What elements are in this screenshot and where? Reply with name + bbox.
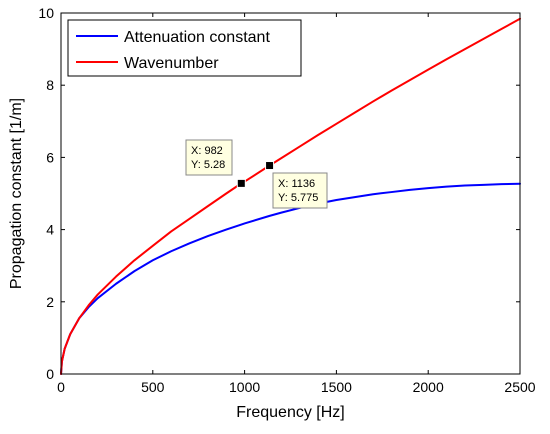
datatip-2-box xyxy=(272,172,328,209)
datatip-2-x-label: X: 1136 xyxy=(278,178,315,190)
y-tick-label: 4 xyxy=(46,222,54,238)
legend: Attenuation constant Wavenumber xyxy=(67,19,302,77)
y-tick-label: 10 xyxy=(38,5,54,21)
x-tick-label: 500 xyxy=(141,379,165,395)
y-tick-label: 2 xyxy=(46,294,54,310)
x-tick-label: 0 xyxy=(57,379,65,395)
datatip-2-marker xyxy=(265,161,275,171)
datatips-layer: X: 982 Y: 5.28 X: 1136 Y: 5.775 xyxy=(185,139,328,209)
x-tick-label: 1500 xyxy=(321,379,352,395)
y-tick-label: 8 xyxy=(46,77,54,93)
x-tick-label: 2000 xyxy=(413,379,444,395)
datatip-1-x-label: X: 982 xyxy=(191,145,223,157)
series-line-attenuation xyxy=(60,182,521,375)
ticks-layer: 0 500 1000 1500 2000 2500 0 2 4 6 8 10 xyxy=(38,5,535,395)
legend-label-attenuation: Attenuation constant xyxy=(124,29,270,46)
y-tick-label: 6 xyxy=(46,149,54,165)
y-tick-label: 0 xyxy=(46,366,54,382)
x-axis-label: Frequency [Hz] xyxy=(236,404,344,421)
datatip-2: X: 1136 Y: 5.775 xyxy=(272,172,328,209)
x-tick-label: 2500 xyxy=(504,379,535,395)
datatip-1-box xyxy=(185,139,233,176)
datatip-markers xyxy=(236,161,275,188)
datatip-1: X: 982 Y: 5.28 xyxy=(185,139,233,176)
plot-frame xyxy=(60,12,521,375)
x-tick-label: 1000 xyxy=(229,379,260,395)
legend-box xyxy=(67,19,302,77)
y-axis-label: Propagation constant [1/m] xyxy=(8,98,25,289)
datatip-1-marker xyxy=(236,178,246,188)
datatip-2-y-label: Y: 5.775 xyxy=(278,192,318,204)
datatip-1-y-label: Y: 5.28 xyxy=(191,159,225,171)
legend-label-wavenumber: Wavenumber xyxy=(124,55,219,72)
